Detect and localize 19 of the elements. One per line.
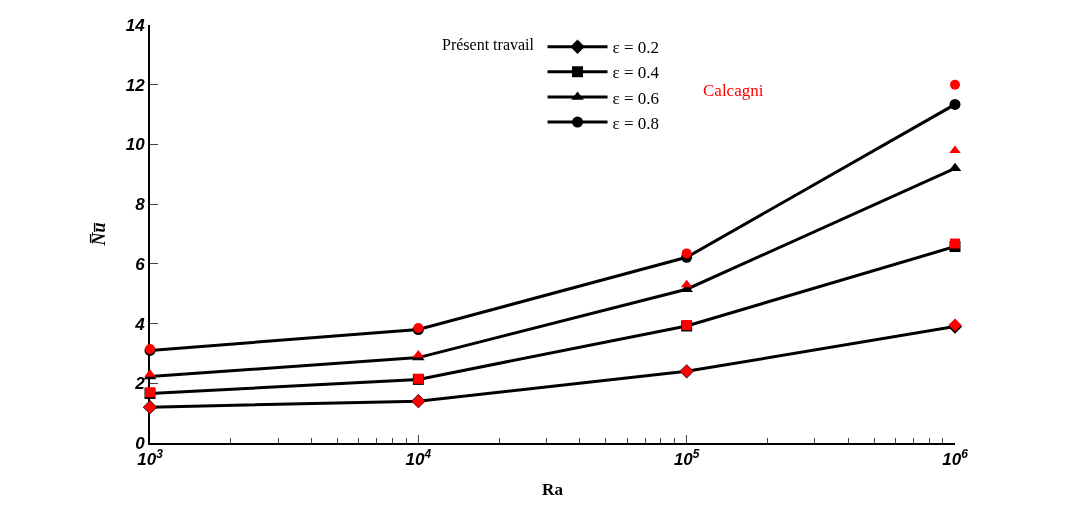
y-tick-label: 4 [134, 314, 146, 334]
legend-label: ε = 0.6 [612, 88, 660, 108]
legend-title: Présent travail [442, 35, 535, 53]
y-tick-label: 12 [125, 75, 146, 95]
y-tick-label: 2 [134, 374, 146, 394]
legend-label: ε = 0.2 [612, 38, 660, 58]
legend-label: ε = 0.8 [612, 113, 660, 133]
x-tick-label: 10$^{5}$ [673, 447, 700, 470]
x-tick-label: 10$^{4}$ [405, 447, 432, 470]
x-axis-title: Ra [542, 480, 564, 500]
y-tick-label: 14 [125, 15, 146, 35]
y-tick-label: 8 [135, 195, 146, 215]
annotation: Calcagni [703, 81, 764, 100]
y-tick-label: 0 [135, 433, 146, 453]
y-tick-label: 6 [135, 254, 146, 274]
x-tick-label: 10$^{6}$ [942, 447, 969, 470]
y-tick-label: 10 [125, 135, 146, 155]
y-axis-title: N̅u̅ [89, 222, 110, 247]
legend-label: ε = 0.4 [612, 63, 660, 83]
